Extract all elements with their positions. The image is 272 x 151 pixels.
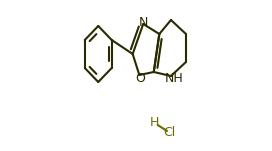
Text: Cl: Cl: [164, 127, 176, 140]
Text: N: N: [138, 16, 148, 29]
Text: NH: NH: [165, 72, 184, 85]
Text: O: O: [135, 72, 145, 85]
Text: H: H: [150, 116, 160, 129]
